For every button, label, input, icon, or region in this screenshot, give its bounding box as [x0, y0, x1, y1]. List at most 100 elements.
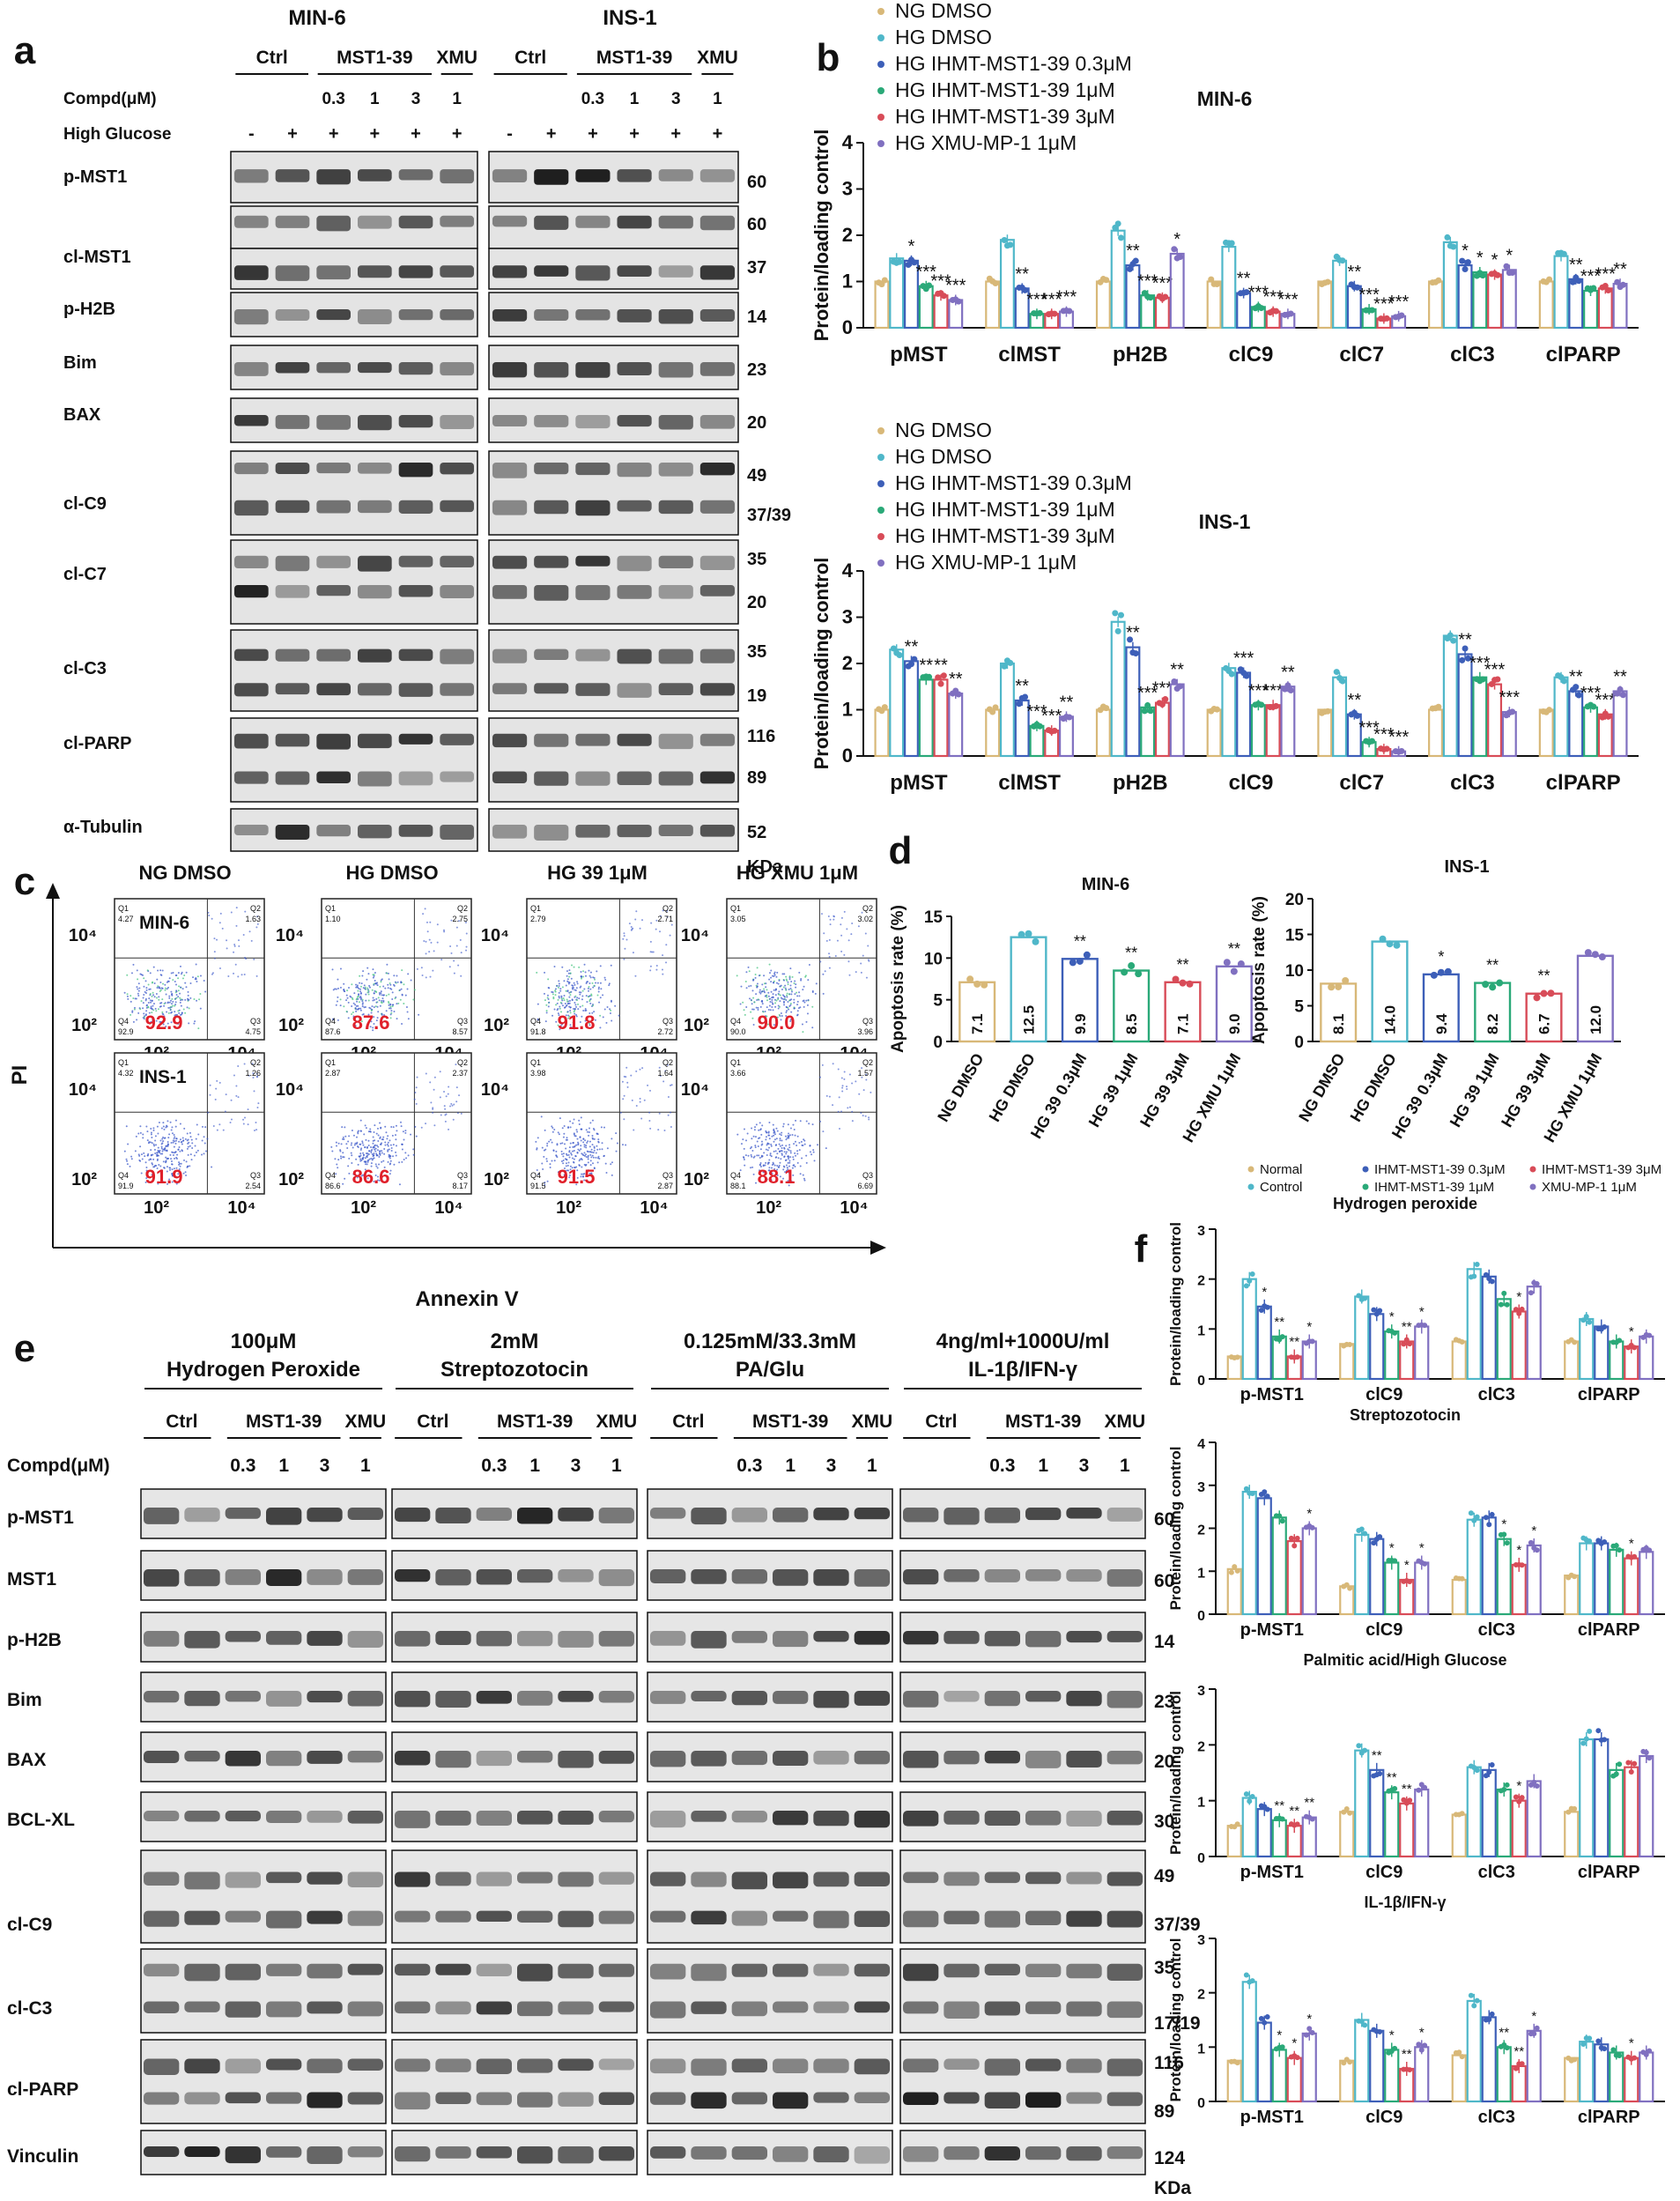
percent-viable: 91.5	[558, 1166, 596, 1188]
event-dot	[805, 999, 808, 1002]
data-point	[1534, 1782, 1540, 1789]
event-dot	[178, 1145, 181, 1148]
bar	[999, 662, 1015, 758]
blot-strip	[230, 629, 478, 712]
event-dot	[413, 1098, 416, 1100]
event-dot	[380, 990, 382, 993]
event-dot	[389, 983, 392, 986]
data-point	[1513, 1307, 1519, 1313]
event-dot	[827, 915, 830, 918]
event-dot	[665, 961, 668, 964]
data-point	[955, 298, 962, 305]
event-dot	[573, 1160, 575, 1163]
event-dot	[416, 967, 418, 970]
event-dot	[132, 997, 135, 999]
event-dot	[819, 1076, 822, 1078]
event-dot	[590, 1148, 593, 1151]
event-dot	[625, 938, 628, 941]
column-title: HG XMU 1μM	[736, 862, 858, 884]
panel-letter-c: c	[14, 860, 35, 903]
quadrant-value: 1.63	[245, 915, 261, 923]
event-dot	[756, 1140, 759, 1143]
event-dot	[247, 1108, 249, 1111]
event-dot	[781, 1144, 784, 1146]
event-dot	[152, 1127, 155, 1130]
event-dot	[144, 980, 147, 982]
event-dot	[781, 1146, 783, 1149]
event-dot	[589, 1153, 592, 1156]
event-dot	[355, 983, 358, 986]
event-dot	[815, 982, 818, 985]
event-dot	[578, 997, 581, 1000]
event-dot	[589, 1160, 592, 1162]
data-point	[1632, 1345, 1638, 1351]
event-dot	[635, 1070, 638, 1072]
blot-band	[903, 2146, 939, 2162]
event-dot	[557, 986, 559, 989]
event-dot	[345, 994, 348, 997]
group-label-mst1-39: MST1-39	[596, 48, 672, 68]
data-point	[1504, 1301, 1510, 1308]
blot-band	[650, 1508, 686, 1519]
event-dot	[580, 1116, 582, 1119]
data-point	[1587, 1319, 1593, 1325]
data-point	[1498, 1301, 1504, 1308]
event-dot	[537, 1003, 539, 1005]
quadrant-label: Q4	[530, 1171, 541, 1180]
event-dot	[588, 1000, 591, 1003]
blot-band	[984, 1751, 1020, 1764]
event-dot	[752, 979, 755, 982]
event-dot	[825, 939, 828, 942]
blot-strip	[140, 1849, 387, 1944]
y-axis-label: Protein/loading control	[1167, 1938, 1184, 2101]
event-dot	[444, 1108, 447, 1110]
event-dot	[765, 1138, 767, 1141]
event-dot	[558, 991, 560, 994]
event-dot	[380, 981, 382, 983]
blot-band	[316, 309, 351, 321]
event-dot	[126, 1163, 129, 1166]
blot-band	[854, 1963, 890, 1977]
event-dot	[776, 971, 779, 974]
band-label: MST1	[7, 1569, 56, 1590]
event-dot	[430, 1101, 433, 1104]
event-dot	[659, 1075, 662, 1078]
event-dot	[136, 969, 138, 972]
category-label: clC9	[1365, 1385, 1402, 1404]
event-dot	[807, 979, 810, 982]
kda-label: 20	[1154, 1752, 1174, 1772]
event-dot	[165, 1160, 167, 1162]
kda-label: 116	[747, 727, 775, 746]
row-label-compd: Compd(μM)	[63, 90, 157, 108]
event-dot	[233, 945, 236, 947]
event-dot	[783, 1147, 786, 1150]
event-dot	[164, 987, 167, 989]
event-dot	[559, 1142, 562, 1145]
data-point	[911, 259, 918, 266]
event-dot	[744, 1013, 746, 1016]
blot-band	[691, 2092, 727, 2109]
band-label: p-MST1	[7, 1508, 74, 1528]
event-dot	[840, 916, 843, 919]
data-point	[1018, 930, 1025, 938]
blot-band	[534, 265, 569, 277]
blot-band	[944, 1691, 980, 1702]
group-label-ctrl: Ctrl	[514, 48, 546, 68]
y-tick-label: 1	[1197, 2042, 1205, 2056]
blot-band	[1025, 1871, 1062, 1885]
event-dot	[773, 1024, 775, 1026]
event-dot	[157, 985, 159, 988]
bar	[1241, 1490, 1257, 1616]
event-dot	[779, 1175, 781, 1178]
event-dot	[662, 909, 664, 912]
data-point	[1135, 970, 1143, 978]
event-dot	[455, 926, 458, 929]
data-point	[1036, 723, 1043, 730]
event-dot	[139, 1125, 142, 1128]
event-dot	[179, 1123, 181, 1125]
event-dot	[773, 1140, 775, 1143]
y-tick-label: 2	[842, 224, 853, 246]
quadrant-value: 2.72	[657, 1027, 673, 1036]
event-dot	[160, 1147, 163, 1150]
kda-label: 35	[747, 550, 766, 569]
